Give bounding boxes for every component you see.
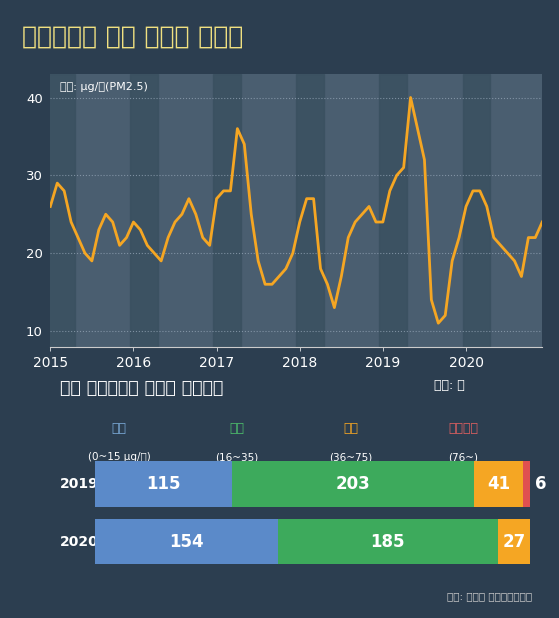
Text: 6: 6 [535,475,546,493]
Text: (36~75): (36~75) [329,452,372,462]
Text: (76~): (76~) [448,452,479,462]
Bar [47,74,74,347]
Text: 단위: 일: 단위: 일 [434,379,465,392]
Text: 자료: 환경부 국립환경과학원: 자료: 환경부 국립환경과학원 [447,591,532,601]
Bar [296,74,324,347]
Text: 좋음: 좋음 [112,423,127,436]
Text: 2019: 2019 [60,477,99,491]
Text: (0~15 μg/㎥): (0~15 μg/㎥) [88,452,150,462]
Text: 203: 203 [335,475,370,493]
Bar [380,74,407,347]
Text: 154: 154 [169,533,203,551]
Text: 185: 185 [371,533,405,551]
Bar [462,74,490,347]
Bar [94,519,278,564]
Text: 27: 27 [502,533,525,551]
Bar [474,462,523,507]
Bar [94,462,232,507]
Bar [278,519,498,564]
Text: 보통: 보통 [230,423,245,436]
Text: 초미세먼지 농도 어떻게 변했나: 초미세먼지 농도 어떻게 변했나 [22,25,244,49]
Bar [523,462,530,507]
Bar [213,74,241,347]
Text: 2020: 2020 [60,535,99,549]
Text: 나쁨: 나쁨 [343,423,358,436]
Text: 전국 초미세먼지 등급별 발생일수: 전국 초미세먼지 등급별 발생일수 [60,379,224,397]
Text: 매우나쁨: 매우나쁨 [448,423,479,436]
Bar [130,74,158,347]
Bar [498,519,530,564]
Text: 단위: μg/㎥(PM2.5): 단위: μg/㎥(PM2.5) [60,82,148,92]
Text: 41: 41 [487,475,510,493]
Text: 115: 115 [146,475,181,493]
Bar [232,462,474,507]
Text: (16~35): (16~35) [216,452,259,462]
